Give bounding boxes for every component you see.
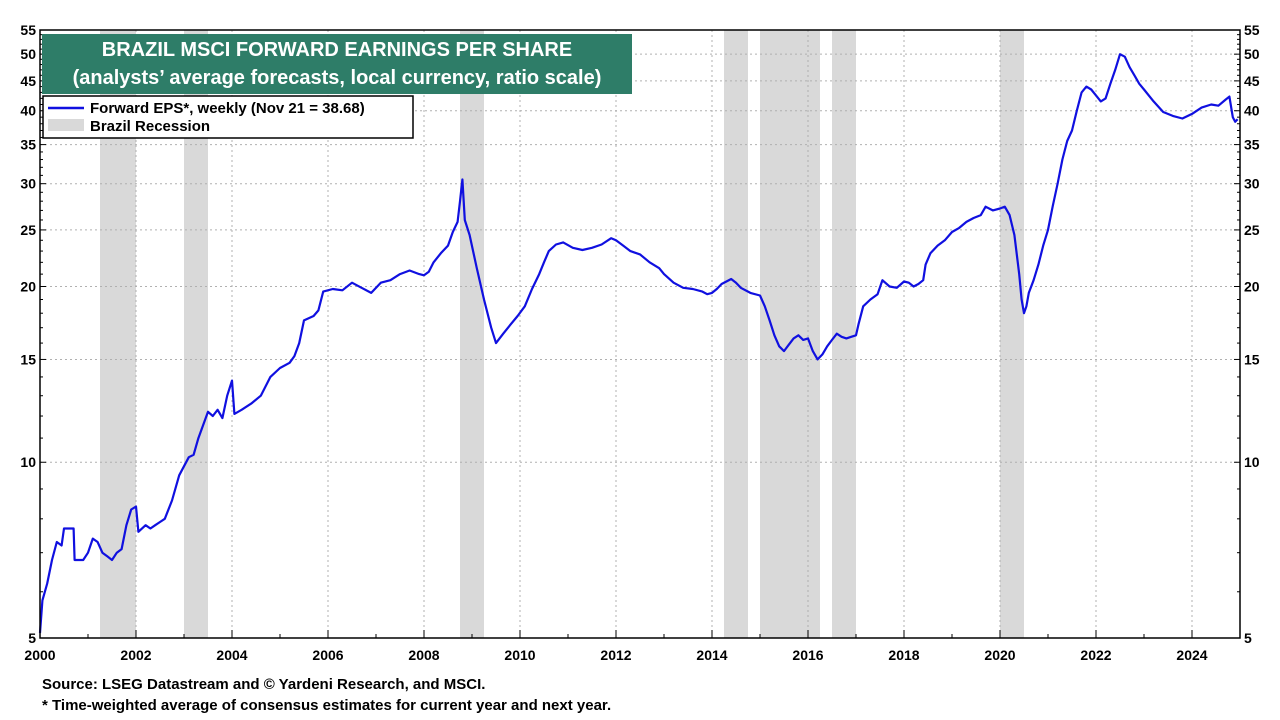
x-tick-label-2: 2004 <box>216 647 247 663</box>
x-tick-label-12: 2024 <box>1176 647 1207 663</box>
legend-recession-swatch <box>48 119 84 131</box>
y-tick-label-right-8: 45 <box>1244 73 1260 89</box>
y-tick-label-right-4: 25 <box>1244 222 1260 238</box>
x-axis: 2000 2002 2004 2006 2008 2010 2012 2014 2016 2018… <box>24 630 1241 663</box>
x-tick-label-6: 2012 <box>600 647 631 663</box>
y-tick-label-right-1: 10 <box>1244 454 1260 470</box>
y-tick-label-left-0: 5 <box>28 630 36 646</box>
y-tick-label-left-9: 50 <box>20 46 36 62</box>
y-tick-label-right-0: 5 <box>1244 630 1252 646</box>
legend-label-eps: Forward EPS*, weekly (Nov 21 = 38.68) <box>90 100 365 117</box>
y-tick-label-right-10: 55 <box>1244 22 1260 38</box>
y-tick-label-left-7: 40 <box>20 103 36 119</box>
footnote: * Time-weighted average of consensus est… <box>42 697 612 714</box>
x-tick-label-7: 2014 <box>696 647 727 663</box>
legend: Forward EPS*, weekly (Nov 21 = 38.68) Br… <box>42 95 414 139</box>
y-tick-label-right-9: 50 <box>1244 46 1260 62</box>
y-tick-label-right-2: 15 <box>1244 351 1260 367</box>
x-tick-label-5: 2010 <box>504 647 535 663</box>
y-axis-right: 5 10 15 20 25 30 35 40 45 50 55 <box>1234 22 1260 646</box>
eps-series <box>38 53 1239 634</box>
y-tick-label-right-5: 30 <box>1244 176 1260 192</box>
y-tick-label-left-1: 10 <box>20 454 36 470</box>
y-tick-label-left-10: 55 <box>20 22 36 38</box>
y-axis-left: 5 10 15 20 25 30 35 40 45 50 55 <box>20 22 46 646</box>
recession-band-3 <box>724 30 748 638</box>
x-tick-label-9: 2018 <box>888 647 919 663</box>
y-tick-label-right-7: 40 <box>1244 103 1260 119</box>
recession-band-4 <box>760 30 820 638</box>
chart-title: BRAZIL MSCI FORWARD EARNINGS PER SHARE <box>102 39 572 61</box>
y-tick-label-left-6: 35 <box>20 137 36 153</box>
title-box: BRAZIL MSCI FORWARD EARNINGS PER SHARE (… <box>42 34 632 94</box>
y-tick-label-left-8: 45 <box>20 73 36 89</box>
source-note: Source: LSEG Datastream and © Yardeni Re… <box>42 676 486 693</box>
y-tick-label-left-3: 20 <box>20 278 36 294</box>
x-tick-label-3: 2006 <box>312 647 343 663</box>
y-tick-label-left-2: 15 <box>20 351 36 367</box>
plot-frame <box>39 29 1241 639</box>
x-tick-label-11: 2022 <box>1080 647 1111 663</box>
x-tick-label-0: 2000 <box>24 647 55 663</box>
x-tick-label-8: 2016 <box>792 647 823 663</box>
y-tick-label-right-3: 20 <box>1244 278 1260 294</box>
recession-band-2 <box>460 30 484 638</box>
eps-line <box>38 53 1239 634</box>
x-tick-label-1: 2002 <box>120 647 151 663</box>
y-tick-label-right-6: 35 <box>1244 137 1260 153</box>
y-tick-label-left-5: 30 <box>20 176 36 192</box>
recession-band-6 <box>1000 30 1024 638</box>
chart-subtitle: (analysts’ average forecasts, local curr… <box>73 67 602 89</box>
x-tick-label-4: 2008 <box>408 647 439 663</box>
y-tick-label-left-4: 25 <box>20 222 36 238</box>
x-tick-label-10: 2020 <box>984 647 1015 663</box>
legend-label-recession: Brazil Recession <box>90 118 210 135</box>
